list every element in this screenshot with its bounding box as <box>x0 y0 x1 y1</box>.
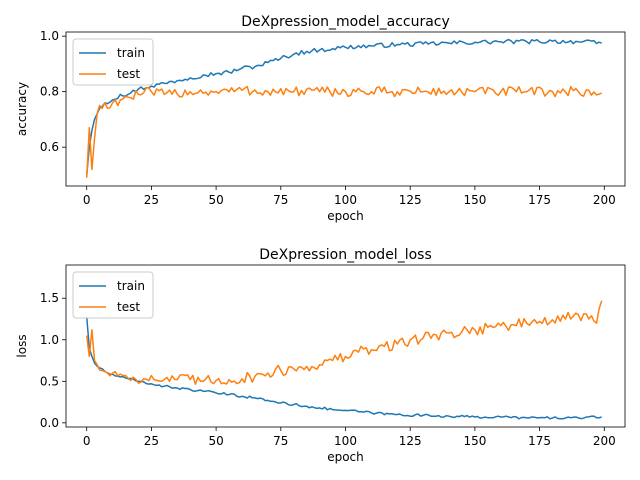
x-tick-label: 175 <box>528 434 551 448</box>
y-axis-label: loss <box>15 334 29 357</box>
legend-label-train: train <box>117 279 145 293</box>
y-tick-label: 0.8 <box>40 85 59 99</box>
x-tick-label: 75 <box>273 193 288 207</box>
x-tick-label: 50 <box>208 434 223 448</box>
y-tick-label: 0.0 <box>40 416 59 430</box>
x-tick-label: 50 <box>208 193 223 207</box>
x-tick-label: 200 <box>593 434 616 448</box>
loss-chart: DeXpression_model_loss 0 25 50 75 100 125 150 1… <box>15 247 626 464</box>
series-line-test <box>85 85 603 178</box>
series-line-train <box>85 38 602 175</box>
y-tick-label: 1.0 <box>40 29 59 43</box>
x-tick-label: 25 <box>144 434 159 448</box>
y-axis-label: accuracy <box>15 82 29 136</box>
y-tick-label: 1.5 <box>40 291 59 305</box>
x-tick-label: 75 <box>273 434 288 448</box>
y-tick-label: 0.6 <box>40 140 59 154</box>
legend-label-test: test <box>117 300 140 314</box>
x-tick-label: 0 <box>83 193 91 207</box>
y-tick-label: 0.5 <box>40 374 59 388</box>
x-tick-label: 150 <box>463 193 486 207</box>
x-tick-label: 25 <box>144 193 159 207</box>
x-tick-label: 175 <box>528 193 551 207</box>
series-line-test <box>85 300 603 385</box>
x-axis-label: epoch <box>327 209 364 223</box>
x-tick-label: 125 <box>399 193 422 207</box>
legend-label-test: test <box>117 67 140 81</box>
x-tick-label: 100 <box>334 434 357 448</box>
x-tick-label: 125 <box>399 434 422 448</box>
x-axis-label: epoch <box>327 450 364 464</box>
legend-label-train: train <box>117 46 145 60</box>
chart-title: DeXpression_model_accuracy <box>241 14 450 30</box>
y-tick-label: 1.0 <box>40 333 59 347</box>
x-tick-label: 100 <box>334 193 357 207</box>
series-line-train <box>85 316 602 420</box>
accuracy-chart: DeXpression_model_accuracy 0 25 50 75 100 125… <box>15 14 626 223</box>
chart-title: DeXpression_model_loss <box>259 247 431 263</box>
x-tick-label: 0 <box>83 434 91 448</box>
x-tick-label: 150 <box>463 434 486 448</box>
x-tick-label: 200 <box>593 193 616 207</box>
